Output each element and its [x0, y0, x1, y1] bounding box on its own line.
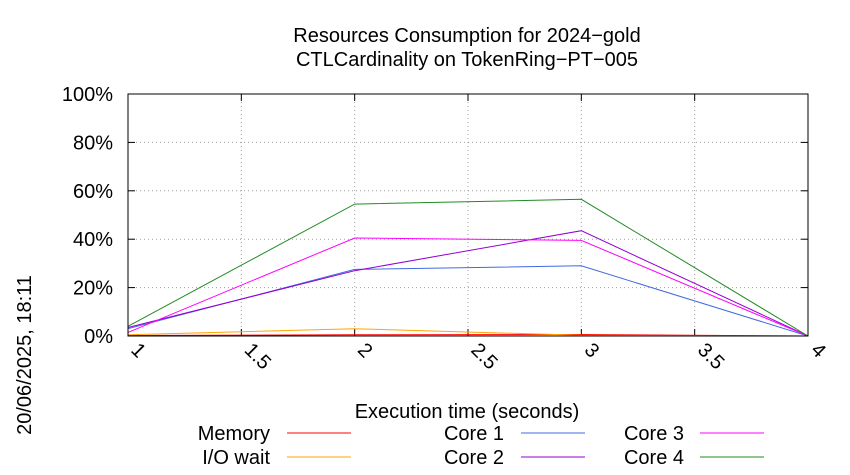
x-tick-label: 3 [580, 339, 603, 362]
series-lines [127, 198, 809, 337]
x-tick-label: 2 [353, 339, 376, 362]
chart-title-line-2: CTLCardinality on TokenRing−PT−005 [296, 49, 638, 71]
legend-label-core-4: Core 4 [624, 447, 684, 469]
legend-label-core-3: Core 3 [624, 423, 684, 445]
x-tick-label: 1.5 [240, 339, 275, 374]
x-tick-label: 1 [126, 339, 149, 362]
x-tick-label: 3.5 [693, 339, 728, 374]
legend-label-i-o-wait: I/O wait [202, 447, 270, 469]
y-tick-label: 60% [73, 181, 113, 203]
grid [128, 94, 808, 336]
y-axis-ticks: 0% 20% 40% 60% 80% 100% [62, 84, 808, 348]
series-line-core-1 [127, 265, 809, 337]
x-axis-label: Execution time (seconds) [355, 401, 580, 423]
y-tick-label: 80% [73, 132, 113, 154]
legend-label-core-2: Core 2 [444, 447, 504, 469]
legend-label-memory: Memory [198, 423, 270, 445]
series-line-core-2 [127, 230, 809, 337]
legend-label-core-1: Core 1 [444, 423, 504, 445]
chart-title: Resources Consumption for 2024−gold CTLC… [293, 25, 640, 71]
series-line-core-4 [127, 198, 809, 337]
y-tick-label: 40% [73, 229, 113, 251]
x-tick-label: 4 [806, 339, 829, 362]
series-line-core-3 [127, 237, 809, 337]
y-tick-label: 0% [84, 326, 113, 348]
y-tick-label: 20% [73, 278, 113, 300]
plot-frame [127, 93, 809, 337]
chart-title-line-1: Resources Consumption for 2024−gold [293, 25, 640, 47]
x-tick-label: 2.5 [466, 339, 501, 374]
timestamp-label: 20/06/2025, 18:11 [14, 275, 36, 435]
y-tick-label: 100% [62, 84, 113, 106]
